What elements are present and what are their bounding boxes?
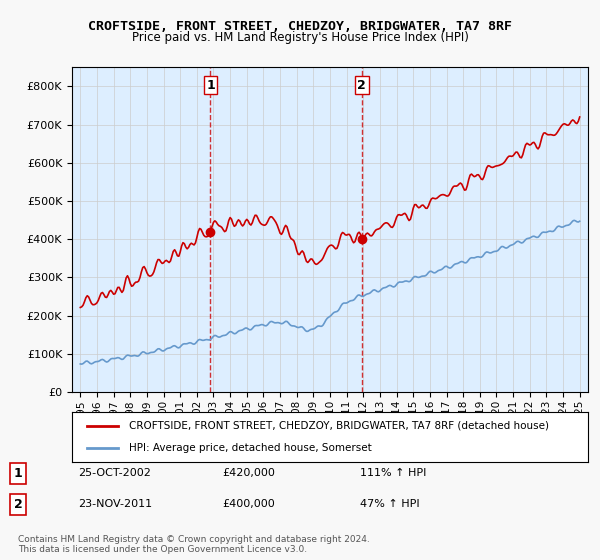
Text: £400,000: £400,000 [222, 500, 275, 509]
Text: Contains HM Land Registry data © Crown copyright and database right 2024.
This d: Contains HM Land Registry data © Crown c… [18, 535, 370, 554]
Text: CROFTSIDE, FRONT STREET, CHEDZOY, BRIDGWATER, TA7 8RF (detached house): CROFTSIDE, FRONT STREET, CHEDZOY, BRIDGW… [129, 421, 549, 431]
Text: 111% ↑ HPI: 111% ↑ HPI [360, 468, 427, 478]
Text: 1: 1 [206, 78, 215, 92]
Text: 23-NOV-2011: 23-NOV-2011 [78, 500, 152, 509]
Text: CROFTSIDE, FRONT STREET, CHEDZOY, BRIDGWATER, TA7 8RF: CROFTSIDE, FRONT STREET, CHEDZOY, BRIDGW… [88, 20, 512, 32]
Text: 2: 2 [357, 78, 366, 92]
Text: 1: 1 [14, 467, 22, 480]
Text: HPI: Average price, detached house, Somerset: HPI: Average price, detached house, Some… [129, 443, 371, 453]
Text: Price paid vs. HM Land Registry's House Price Index (HPI): Price paid vs. HM Land Registry's House … [131, 31, 469, 44]
Text: 47% ↑ HPI: 47% ↑ HPI [360, 500, 419, 509]
Text: 25-OCT-2002: 25-OCT-2002 [78, 468, 151, 478]
Text: £420,000: £420,000 [222, 468, 275, 478]
Text: 2: 2 [14, 498, 22, 511]
